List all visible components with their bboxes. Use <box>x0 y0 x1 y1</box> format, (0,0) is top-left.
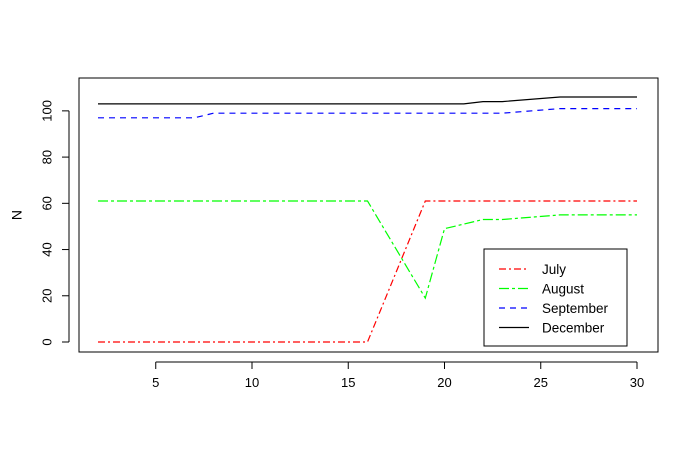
legend-label: September <box>542 301 609 316</box>
y-tick-label: 80 <box>39 150 54 164</box>
series-lines <box>98 96 637 343</box>
series-line-december <box>98 96 637 105</box>
x-tick-label: 20 <box>437 375 451 390</box>
series-line-september <box>98 107 637 119</box>
legend-box <box>483 248 628 347</box>
y-tick-label: 60 <box>39 196 54 210</box>
y-axis-label: N <box>9 210 25 220</box>
y-tick-label: 100 <box>39 100 54 122</box>
plot-area <box>78 77 659 353</box>
series-line-july <box>98 200 637 343</box>
x-tick-label: 30 <box>630 375 644 390</box>
x-tick-label: 10 <box>245 375 259 390</box>
legend-label: July <box>542 262 566 277</box>
axes: 5 10 15 20 25 30 0 20 40 60 80 100 N <box>9 100 645 390</box>
legend: July August September December <box>483 248 628 347</box>
y-tick-label: 40 <box>39 242 54 256</box>
x-tick-label: 5 <box>152 375 159 390</box>
y-tick-label: 0 <box>39 338 54 345</box>
x-tick-label: 15 <box>341 375 355 390</box>
x-tick-label: 25 <box>534 375 548 390</box>
legend-label: December <box>542 321 605 336</box>
y-tick-label: 20 <box>39 289 54 303</box>
plot-frame <box>78 77 659 353</box>
legend-label: August <box>542 282 584 297</box>
series-line-august <box>98 200 637 300</box>
